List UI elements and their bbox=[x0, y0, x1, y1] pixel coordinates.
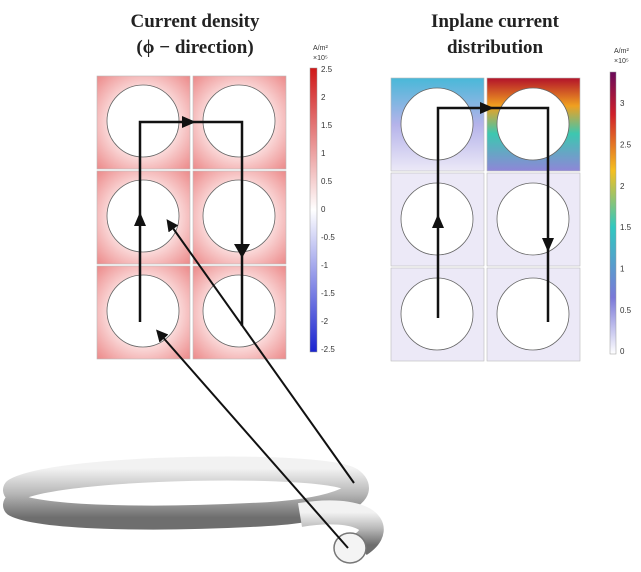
hole bbox=[202, 274, 276, 348]
colorbar-scale: ×10⁵ bbox=[614, 58, 629, 65]
hole bbox=[496, 182, 570, 256]
pointer-arrow bbox=[156, 329, 349, 549]
pointer-arrow bbox=[166, 219, 355, 484]
hole bbox=[106, 179, 180, 253]
left-title-2: (ϕ − direction) bbox=[136, 37, 253, 58]
hole bbox=[496, 87, 570, 161]
left-grid bbox=[96, 75, 287, 360]
colorbar-tick-label: 1 bbox=[620, 264, 625, 273]
colorbar bbox=[309, 67, 318, 353]
hole bbox=[496, 277, 570, 351]
colorbar-tick-label: -1.5 bbox=[321, 289, 335, 298]
colorbar-tick-label: 1.5 bbox=[620, 223, 632, 232]
colorbar-tick-label: 1 bbox=[321, 149, 326, 158]
colorbar bbox=[609, 71, 617, 355]
colorbar-scale: ×10⁵ bbox=[313, 55, 328, 62]
left-title-1: Current density bbox=[131, 11, 260, 32]
hole bbox=[106, 274, 180, 348]
colorbar-tick-label: 0.5 bbox=[321, 177, 333, 186]
colorbar-unit: A/m² bbox=[614, 48, 629, 55]
colorbar-tick-label: 3 bbox=[620, 99, 625, 108]
coil-tube bbox=[298, 500, 384, 555]
colorbar-tick-label: 2 bbox=[620, 182, 625, 191]
colorbar-tick-label: -0.5 bbox=[321, 233, 335, 242]
right-title-2: distribution bbox=[447, 37, 544, 58]
right-grid bbox=[390, 77, 581, 362]
colorbar-tick-label: -1 bbox=[321, 261, 329, 270]
colorbar-tick-label: 2.5 bbox=[620, 140, 632, 149]
coil-tube bbox=[3, 456, 369, 530]
hole bbox=[202, 179, 276, 253]
colorbar-tick-label: 0.5 bbox=[620, 306, 632, 315]
colorbar-tick-label: 2 bbox=[321, 93, 326, 102]
right-title-1: Inplane current bbox=[431, 11, 560, 32]
colorbar-tick-label: -2.5 bbox=[321, 345, 335, 354]
colorbar-unit: A/m² bbox=[313, 45, 328, 52]
colorbar-tick-label: 0 bbox=[620, 347, 625, 356]
colorbar-tick-label: 0 bbox=[321, 205, 326, 214]
colorbar-tick-label: 2.5 bbox=[321, 65, 333, 74]
colorbar-tick-label: -2 bbox=[321, 317, 329, 326]
colorbar-tick-label: 1.5 bbox=[321, 121, 333, 130]
